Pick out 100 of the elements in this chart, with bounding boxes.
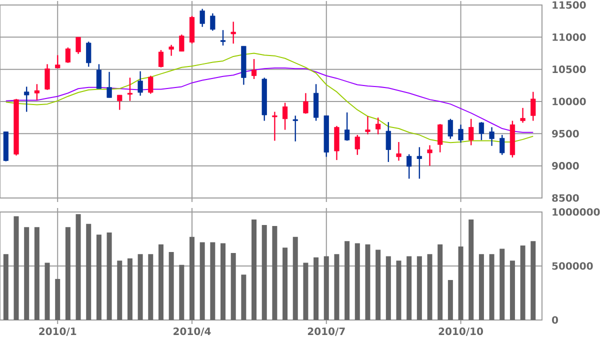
bar: [106, 232, 112, 320]
candlestick: [520, 107, 526, 124]
bar: [168, 252, 174, 320]
bar: [86, 224, 92, 320]
bar: [334, 254, 340, 320]
candlestick: [272, 111, 278, 142]
candlestick: [344, 112, 350, 142]
y-tick-label: 9000: [552, 162, 579, 170]
candlestick: [406, 154, 412, 180]
bar: [324, 256, 329, 320]
candlestick: [468, 118, 474, 146]
bar: [117, 260, 122, 320]
y-tick-label: 500000: [552, 262, 593, 270]
candlestick: [138, 70, 143, 96]
bar: [241, 274, 246, 320]
candlestick: [376, 116, 381, 135]
bar: [24, 227, 30, 320]
bar: [365, 244, 370, 320]
y-tick-label: 10000: [552, 98, 586, 106]
candlestick: [427, 144, 432, 166]
candlestick: [530, 91, 536, 122]
candlestick: [386, 121, 391, 163]
bar: [14, 216, 19, 320]
bar: [396, 260, 402, 320]
candlestick: [292, 115, 298, 142]
bar: [230, 253, 236, 320]
candlestick: [303, 92, 308, 114]
bar: [478, 254, 484, 320]
bar: [76, 214, 81, 320]
bar: [303, 262, 308, 320]
bar: [55, 278, 60, 320]
y-tick-label: 8500: [552, 194, 579, 202]
x-tick-label: 2010/7: [308, 328, 345, 336]
bar: [44, 262, 50, 320]
bar: [458, 246, 464, 320]
bar: [468, 220, 474, 320]
bar: [530, 241, 536, 320]
y-tick-label: 1000000: [552, 208, 600, 216]
candlestick: [230, 21, 236, 44]
candlestick: [220, 29, 226, 46]
candlestick: [168, 44, 174, 56]
bar: [438, 244, 443, 320]
bar: [272, 226, 278, 320]
bar: [158, 244, 164, 320]
candlestick: [158, 49, 164, 68]
candlestick: [34, 84, 40, 101]
bar: [210, 242, 216, 320]
bar: [200, 242, 205, 320]
bar: [262, 224, 267, 320]
x-tick-label: 2010/10: [438, 328, 483, 336]
bar: [3, 254, 8, 320]
candlestick: [396, 141, 402, 162]
candlestick: [106, 71, 112, 98]
candlestick: [65, 46, 71, 64]
candlestick: [148, 75, 154, 94]
bar: [34, 227, 40, 320]
y-tick-label: 9500: [552, 130, 579, 138]
x-tick-label: 2010/4: [174, 328, 211, 336]
bar: [127, 258, 132, 320]
candlestick: [448, 118, 453, 140]
candlestick: [24, 86, 30, 112]
candlestick: [55, 54, 60, 69]
bar: [252, 220, 257, 320]
bar: [416, 256, 422, 320]
candlestick: [86, 41, 92, 68]
candlestick: [458, 124, 464, 144]
candlestick: [438, 123, 443, 153]
bar: [386, 256, 391, 320]
candlestick: [76, 36, 81, 54]
candlestick: [416, 146, 422, 180]
bar: [376, 250, 381, 320]
bar: [148, 254, 154, 320]
y-tick-label: 11000: [552, 33, 586, 41]
candlestick: [96, 64, 102, 90]
candlestick: [179, 34, 184, 52]
bar: [65, 227, 70, 320]
bar: [138, 254, 143, 320]
y-tick-label: 11500: [552, 1, 586, 9]
candlestick: [500, 134, 505, 156]
bar: [282, 248, 288, 320]
bar: [292, 236, 298, 320]
candlestick: [44, 64, 50, 91]
candlestick: [478, 121, 484, 141]
bar: [489, 254, 494, 320]
bar: [179, 264, 184, 320]
bar: [344, 241, 350, 320]
candlestick: [210, 12, 216, 32]
bar: [189, 236, 194, 320]
bar: [500, 248, 505, 320]
candlestick: [251, 58, 257, 80]
y-tick-label: 0: [552, 316, 558, 324]
candlestick: [365, 116, 370, 135]
candlestick: [334, 125, 340, 161]
candlestick: [200, 8, 205, 28]
bar: [520, 245, 526, 320]
bar: [96, 234, 102, 320]
bar: [510, 260, 515, 320]
candlestick: [117, 94, 122, 110]
bar: [406, 256, 412, 320]
bar: [354, 243, 360, 320]
